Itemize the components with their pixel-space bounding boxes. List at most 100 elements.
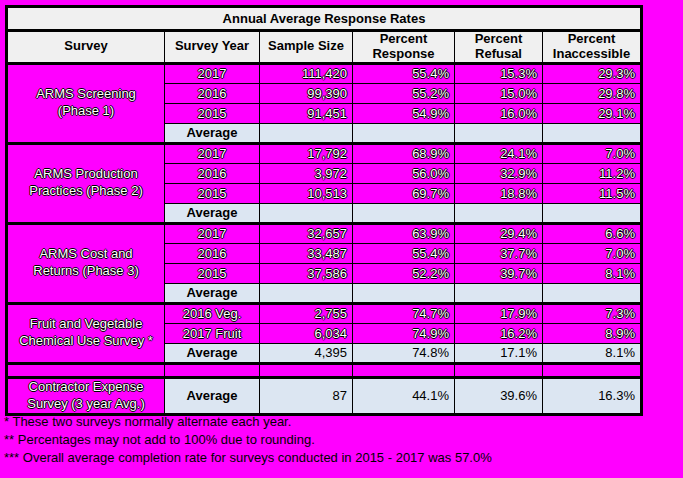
title-row: Annual Average Response Rates <box>7 7 642 31</box>
average-row: Contractor Expense Survey (3 year Avg.) … <box>7 377 642 414</box>
col-header-percent-inaccessible: Percent Inaccessible <box>543 31 642 64</box>
percent-inaccessible-cell <box>543 203 642 223</box>
percent-response-cell <box>353 123 455 143</box>
percent-refusal-cell <box>455 123 543 143</box>
year-cell: 2016 <box>165 243 260 263</box>
percent-inaccessible-cell: 7.0% <box>543 143 642 163</box>
percent-refusal-cell: 24.1% <box>455 143 543 163</box>
percent-inaccessible-cell <box>543 123 642 143</box>
percent-response-cell: 56.0% <box>353 163 455 183</box>
sample-size-cell: 10,513 <box>260 183 353 203</box>
col-header-survey-year: Survey Year <box>165 31 260 64</box>
percent-inaccessible-cell: 7.0% <box>543 243 642 263</box>
percent-inaccessible-cell: 29.8% <box>543 83 642 103</box>
spacer-cell <box>260 363 353 377</box>
percent-inaccessible-cell: 29.3% <box>543 63 642 83</box>
percent-response-cell: 74.9% <box>353 323 455 343</box>
table-row: ARMS Cost and Returns (Phase 3) 2017 32,… <box>7 223 642 243</box>
percent-refusal-cell: 18.8% <box>455 183 543 203</box>
sample-size-cell: 17,792 <box>260 143 353 163</box>
percent-refusal-cell: 15.3% <box>455 63 543 83</box>
section-label-contractor-expense: Contractor Expense Survey (3 year Avg.) <box>7 377 165 414</box>
percent-refusal-cell <box>455 283 543 303</box>
year-cell: 2017 <box>165 223 260 243</box>
col-header-percent-refusal: Percent Refusal <box>455 31 543 64</box>
sample-size-cell: 87 <box>260 377 353 414</box>
percent-refusal-cell: 29.4% <box>455 223 543 243</box>
sample-size-cell: 99,390 <box>260 83 353 103</box>
percent-response-cell: 68.9% <box>353 143 455 163</box>
percent-refusal-cell: 32.9% <box>455 163 543 183</box>
percent-response-cell <box>353 203 455 223</box>
sample-size-cell: 4,395 <box>260 343 353 363</box>
percent-inaccessible-cell: 11.5% <box>543 183 642 203</box>
average-label-cell: Average <box>165 123 260 143</box>
table-row: ARMS Production Practices (Phase 2) 2017… <box>7 143 642 163</box>
section-label-arms-production: ARMS Production Practices (Phase 2) <box>7 143 165 223</box>
average-label-cell: Average <box>165 343 260 363</box>
percent-inaccessible-cell: 8.9% <box>543 323 642 343</box>
table-row: ARMS Screening (Phase 1) 2017 111,420 55… <box>7 63 642 83</box>
percent-refusal-cell: 39.6% <box>455 377 543 414</box>
average-label-cell: Average <box>165 377 260 414</box>
percent-refusal-cell: 39.7% <box>455 263 543 283</box>
col-header-survey: Survey <box>7 31 165 64</box>
sample-size-cell <box>260 283 353 303</box>
spacer-row <box>7 363 642 377</box>
percent-refusal-cell: 17.9% <box>455 303 543 323</box>
section-label-arms-cost-returns: ARMS Cost and Returns (Phase 3) <box>7 223 165 303</box>
percent-refusal-cell: 37.7% <box>455 243 543 263</box>
percent-response-cell: 55.4% <box>353 243 455 263</box>
year-cell: 2017 <box>165 143 260 163</box>
spacer-cell <box>7 363 165 377</box>
percent-response-cell: 55.4% <box>353 63 455 83</box>
sample-size-cell: 2,755 <box>260 303 353 323</box>
percent-inaccessible-cell: 16.3% <box>543 377 642 414</box>
percent-response-cell: 55.2% <box>353 83 455 103</box>
year-cell: 2016 <box>165 83 260 103</box>
response-rates-table: Annual Average Response Rates Survey Sur… <box>5 5 643 416</box>
percent-response-cell <box>353 283 455 303</box>
col-header-sample-size: Sample Size <box>260 31 353 64</box>
year-cell: 2016 <box>165 163 260 183</box>
table-row: Fruit and Vegetable Chemical Use Survey … <box>7 303 642 323</box>
year-cell: 2015 <box>165 183 260 203</box>
footnote-overall-completion-rate: *** Overall average completion rate for … <box>4 449 492 467</box>
percent-refusal-cell: 16.2% <box>455 323 543 343</box>
percent-inaccessible-cell: 29.1% <box>543 103 642 123</box>
sample-size-cell <box>260 203 353 223</box>
sample-size-cell: 3,972 <box>260 163 353 183</box>
sample-size-cell: 6,034 <box>260 323 353 343</box>
footnotes: * These two surveys normally alternate e… <box>4 413 492 467</box>
section-label-fruit-vegetable: Fruit and Vegetable Chemical Use Survey … <box>7 303 165 363</box>
sample-size-cell <box>260 123 353 143</box>
percent-response-cell: 52.2% <box>353 263 455 283</box>
sample-size-cell: 33,487 <box>260 243 353 263</box>
spacer-cell <box>165 363 260 377</box>
spacer-cell <box>455 363 543 377</box>
percent-inaccessible-cell: 7.3% <box>543 303 642 323</box>
percent-refusal-cell: 15.0% <box>455 83 543 103</box>
percent-response-cell: 69.7% <box>353 183 455 203</box>
percent-inaccessible-cell: 11.2% <box>543 163 642 183</box>
percent-response-cell: 74.8% <box>353 343 455 363</box>
spacer-cell <box>543 363 642 377</box>
average-label-cell: Average <box>165 203 260 223</box>
footnote-alternate-years: * These two surveys normally alternate e… <box>4 413 492 431</box>
percent-response-cell: 63.9% <box>353 223 455 243</box>
percent-refusal-cell: 16.0% <box>455 103 543 123</box>
section-label-arms-screening: ARMS Screening (Phase 1) <box>7 63 165 143</box>
percent-inaccessible-cell: 8.1% <box>543 343 642 363</box>
year-cell: 2017 Fruit <box>165 323 260 343</box>
col-header-percent-response: Percent Response <box>353 31 455 64</box>
percent-inaccessible-cell: 8.1% <box>543 263 642 283</box>
sample-size-cell: 37,586 <box>260 263 353 283</box>
percent-refusal-cell <box>455 203 543 223</box>
percent-response-cell: 74.7% <box>353 303 455 323</box>
year-cell: 2017 <box>165 63 260 83</box>
footnote-rounding: ** Percentages may not add to 100% due t… <box>4 431 492 449</box>
year-cell: 2016 Veg. <box>165 303 260 323</box>
average-label-cell: Average <box>165 283 260 303</box>
table-title: Annual Average Response Rates <box>7 7 642 31</box>
percent-inaccessible-cell: 6.6% <box>543 223 642 243</box>
